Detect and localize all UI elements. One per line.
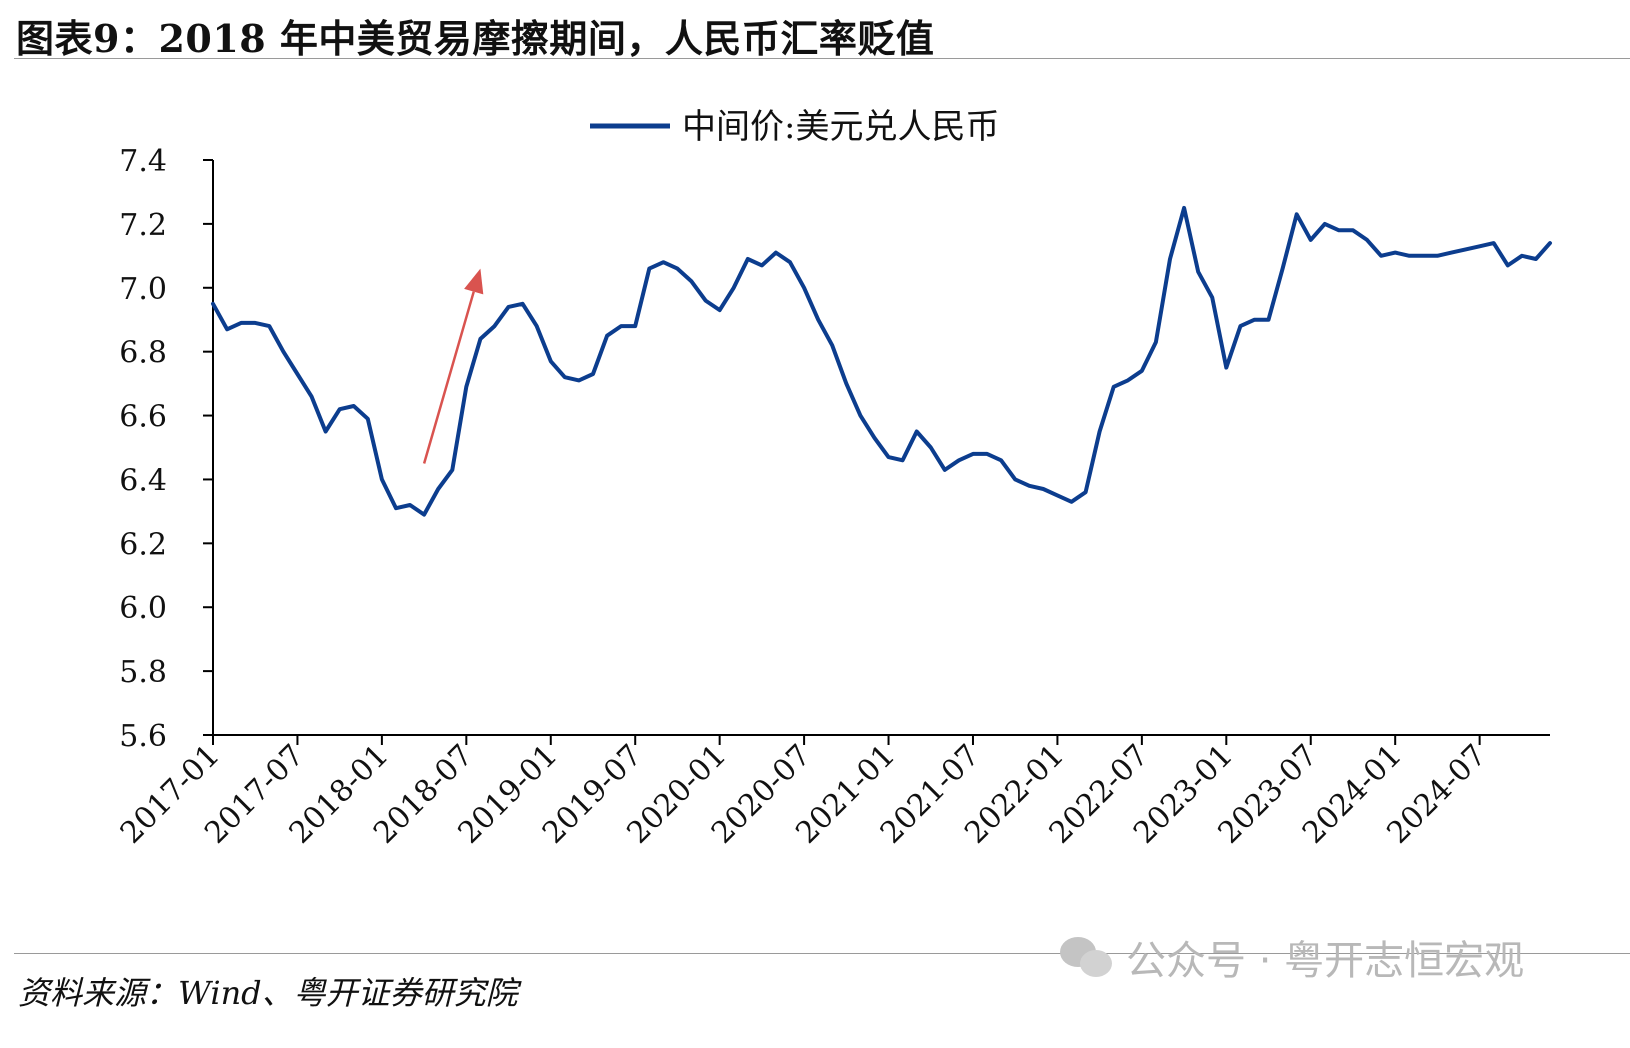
watermark: 公众号 · 粤开志恒宏观 (1060, 928, 1524, 986)
y-tick-label: 6.2 (119, 527, 167, 562)
legend: 中间价:美元兑人民币 (590, 107, 999, 147)
chart: 中间价:美元兑人民币 7.4 7.2 7.0 6.8 6.6 6.4 6.2 6.0 5.8 5.… (114, 107, 1552, 851)
legend-label: 中间价:美元兑人民币 (682, 107, 999, 147)
y-tick-label: 5.8 (119, 655, 167, 690)
x-axis: 2017-012017-072018-012018-072019-012019-… (114, 734, 1550, 851)
y-tick-label: 6.6 (119, 400, 167, 435)
y-axis: 7.4 7.2 7.0 6.8 6.6 6.4 6.2 6.0 5.8 5.6 (119, 144, 214, 754)
bottom-rule (14, 953, 1630, 954)
y-tick-label: 7.2 (119, 208, 167, 243)
series-line (211, 205, 1552, 517)
wechat-icon (1060, 935, 1116, 979)
y-tick-label: 6.8 (119, 336, 167, 371)
plot-area (211, 205, 1552, 517)
y-tick-label: 6.4 (119, 463, 167, 498)
y-tick-label: 7.0 (119, 272, 167, 307)
figure-title: 图表9：2018 年中美贸易摩擦期间，人民币汇率贬值 (16, 16, 935, 61)
watermark-text: 公众号 · 粤开志恒宏观 (1126, 938, 1525, 984)
source-note: 资料来源：Wind、粤开证券研究院 (18, 974, 518, 1012)
top-rule (14, 58, 1630, 59)
y-tick-label: 7.4 (119, 144, 167, 179)
annotation-arrow-head (464, 268, 484, 295)
annotation-arrow-shaft (422, 291, 475, 464)
y-tick-label: 6.0 (119, 591, 167, 626)
y-tick-label: 5.6 (119, 719, 167, 754)
